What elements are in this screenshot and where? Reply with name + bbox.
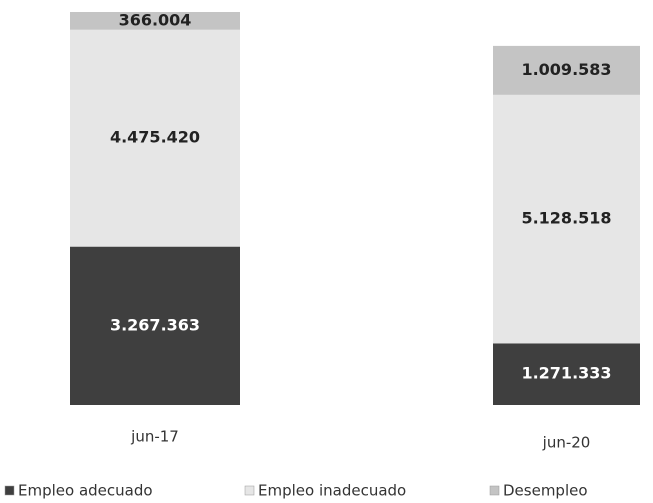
legend-swatch bbox=[4, 485, 15, 496]
bar-segment bbox=[493, 94, 640, 344]
data-label: 1.009.583 bbox=[521, 60, 611, 79]
data-label: 366.004 bbox=[119, 10, 192, 29]
data-label: 4.475.420 bbox=[110, 128, 200, 147]
legend-label: Empleo inadecuado bbox=[258, 482, 406, 500]
bar-segment bbox=[493, 45, 640, 95]
data-label: 3.267.363 bbox=[110, 315, 200, 334]
legend-swatch bbox=[244, 485, 255, 496]
x-tick-label: jun-20 bbox=[542, 434, 591, 452]
bar-segment bbox=[70, 12, 240, 30]
data-label: 5.128.518 bbox=[521, 209, 611, 228]
legend-label: Empleo adecuado bbox=[18, 482, 153, 500]
legend-swatch bbox=[489, 485, 500, 496]
data-label: 1.271.333 bbox=[521, 364, 611, 383]
bar-segment bbox=[70, 246, 240, 405]
bar-segment bbox=[493, 343, 640, 405]
bar-segment bbox=[70, 29, 240, 247]
legend-label: Desempleo bbox=[503, 482, 588, 500]
x-tick-label: jun-17 bbox=[130, 428, 179, 446]
